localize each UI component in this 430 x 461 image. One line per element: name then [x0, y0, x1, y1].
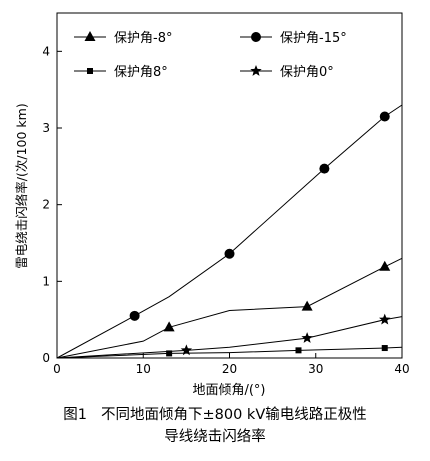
legend: 保护角-8° 保护角-15° 保护角8° 保护角0° [74, 31, 347, 80]
x-tick-label: 40 [394, 362, 409, 376]
y-tick-label: 2 [42, 198, 50, 212]
y-axis-label: 雷电绕击闪络率/(次/100 km) [14, 103, 29, 268]
data-point-triangle [163, 321, 175, 332]
data-point-star [379, 313, 391, 325]
legend-item-triangle: 保护角-8° [74, 31, 172, 46]
data-point-square [381, 345, 388, 352]
data-point-triangle [379, 260, 391, 271]
caption-number: 图1 [63, 407, 87, 423]
series-triangle [56, 257, 403, 359]
data-point-circle [319, 163, 330, 174]
legend-label: 保护角-15° [280, 31, 347, 46]
figure-caption: 图1 不同地面倾角下±800 kV输电线路正极性 导线绕击闪络率 [0, 404, 430, 448]
data-point-star [301, 332, 313, 343]
y-tick-label: 3 [42, 121, 50, 135]
x-tick-label: 30 [308, 362, 323, 376]
legend-marker-circle [251, 32, 261, 42]
x-axis-label: 地面倾角/(°) [192, 383, 265, 398]
caption-text-1: 不同地面倾角下±800 kV输电线路正极性 [100, 407, 367, 423]
data-point-star [180, 344, 193, 356]
series-circle [56, 104, 403, 359]
series-line-star [56, 316, 403, 359]
legend-marker-square [87, 68, 93, 74]
y-tick-label: 1 [42, 274, 50, 288]
data-point-triangle [301, 300, 313, 311]
legend-label: 保护角-8° [114, 31, 172, 46]
series-square [56, 345, 403, 359]
caption-line-1: 图1 不同地面倾角下±800 kV输电线路正极性 [0, 404, 430, 426]
legend-item-star: 保护角0° [240, 65, 334, 80]
plot-frame [56, 12, 403, 359]
series-line-triangle [56, 257, 403, 359]
data-point-circle [129, 310, 140, 321]
y-tick-label: 4 [42, 44, 50, 58]
chart: 0 10 20 30 40 0 1 2 3 4 保护角-8° 保护角-15° 保护角8° 保护角0° 地… [14, 12, 410, 398]
data-point-circle [224, 248, 235, 259]
legend-item-square: 保护角8° [74, 65, 168, 80]
series-star [56, 313, 403, 359]
x-tick-label: 10 [136, 362, 151, 376]
legend-marker-triangle [84, 31, 96, 41]
legend-label: 保护角8° [114, 65, 168, 80]
data-point-circle [379, 111, 390, 122]
series-line-circle [56, 104, 403, 359]
data-point-square [166, 350, 173, 357]
x-tick-label: 20 [222, 362, 237, 376]
data-point-square [295, 347, 302, 354]
y-tick-label: 0 [42, 351, 50, 365]
legend-marker-star [250, 65, 262, 76]
series-group [56, 104, 403, 359]
axis-ticks: 0 10 20 30 40 0 1 2 3 4 [42, 44, 409, 376]
legend-label: 保护角0° [280, 65, 334, 80]
caption-line-2: 导线绕击闪络率 [164, 429, 266, 445]
legend-item-circle: 保护角-15° [240, 31, 347, 46]
x-tick-label: 0 [53, 362, 61, 376]
